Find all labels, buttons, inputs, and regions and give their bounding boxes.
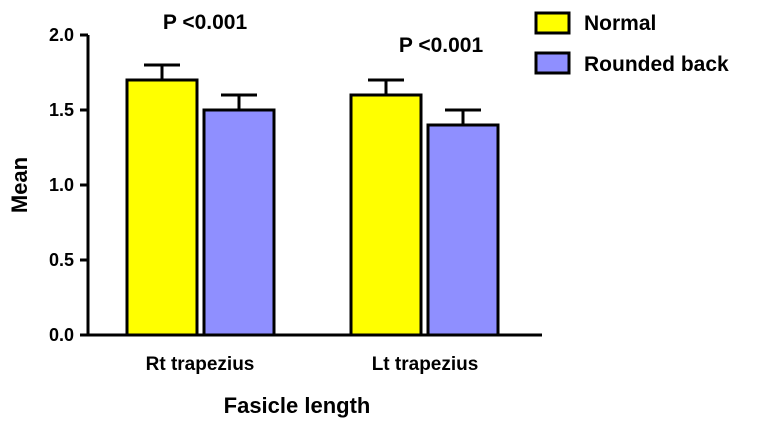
y-axis-title: Mean <box>7 157 32 213</box>
bar-normal-1 <box>349 93 423 337</box>
y-axis-ticks: 0.0 0.5 1.0 1.5 2.0 <box>49 25 88 345</box>
bar-normal-0 <box>125 78 199 337</box>
p-value-annotation-lt: P <0.001 <box>399 34 484 57</box>
legend-swatch-normal <box>534 11 571 35</box>
category-label-lt: Lt trapezius <box>372 354 479 375</box>
legend-label-rounded-back: Rounded back <box>584 53 729 76</box>
x-axis-title: Fasicle length <box>224 393 371 418</box>
legend: Normal Rounded back <box>534 11 729 76</box>
bar-rounded-back-0 <box>202 108 276 337</box>
y-tick-label-0: 0.0 <box>49 325 74 345</box>
bar-rounded-back-1 <box>426 123 500 337</box>
y-tick-label-3: 1.5 <box>49 100 74 120</box>
y-tick-label-1: 0.5 <box>49 250 74 270</box>
category-label-rt: Rt trapezius <box>146 354 255 375</box>
chart-marks <box>125 63 500 337</box>
y-tick-label-2: 1.0 <box>49 175 74 195</box>
y-tick-label-4: 2.0 <box>49 25 74 45</box>
legend-swatch-rounded-back <box>534 51 571 75</box>
legend-label-normal: Normal <box>584 12 656 35</box>
p-value-annotation-rt: P <0.001 <box>163 11 248 34</box>
